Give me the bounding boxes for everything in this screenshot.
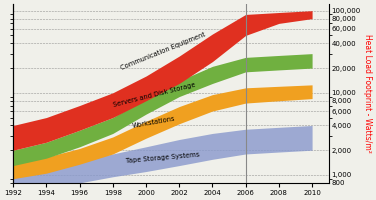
Text: Communication Equipment: Communication Equipment	[119, 32, 206, 71]
Y-axis label: Heat Load Footprint - Watts/m²: Heat Load Footprint - Watts/m²	[363, 34, 372, 153]
Text: Workstations: Workstations	[132, 115, 176, 129]
Text: Tape Storage Systems: Tape Storage Systems	[126, 152, 200, 164]
Text: Servers and Disk Storage: Servers and Disk Storage	[112, 81, 196, 108]
